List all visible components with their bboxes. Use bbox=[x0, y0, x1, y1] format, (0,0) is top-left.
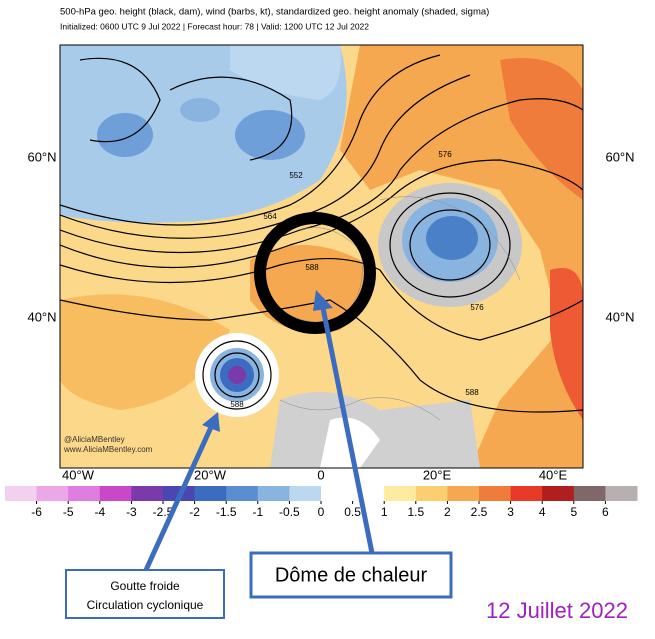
colorbar-swatch bbox=[384, 486, 417, 501]
colorbar-label: 6 bbox=[602, 505, 609, 519]
lat-label: 60°N bbox=[605, 149, 634, 164]
lat-label: 40°N bbox=[605, 309, 634, 324]
contour-label: 588 bbox=[230, 400, 244, 409]
contour-label: 576 bbox=[470, 303, 484, 312]
colorbar-label: -1 bbox=[252, 505, 263, 519]
colorbar-swatch bbox=[289, 486, 322, 501]
credit: www.AliciaMBentley.com bbox=[63, 445, 153, 454]
annotation-box bbox=[249, 551, 453, 599]
colorbar-label: -6 bbox=[31, 505, 42, 519]
lon-label: 40°W bbox=[62, 467, 95, 482]
colorbar-label: -4 bbox=[94, 505, 105, 519]
colorbar-swatch bbox=[573, 486, 606, 501]
subtitle: Initialized: 0600 UTC 9 Jul 2022 | Forec… bbox=[60, 21, 369, 31]
contour-label: 576 bbox=[438, 150, 452, 159]
lon-label: 20°W bbox=[194, 467, 227, 482]
colorbar-swatch bbox=[605, 486, 638, 501]
colorbar-swatch bbox=[5, 486, 38, 501]
colorbar-label: 2 bbox=[444, 505, 451, 519]
colorbar-label: 5 bbox=[570, 505, 577, 519]
colorbar-swatch bbox=[542, 486, 575, 501]
lat-label: 60°N bbox=[27, 149, 56, 164]
colorbar-label: 1 bbox=[381, 505, 388, 519]
date: 12 Juillet 2022 bbox=[486, 598, 628, 623]
contour-label: 588 bbox=[305, 263, 319, 272]
colorbar-swatch bbox=[510, 486, 543, 501]
lon-label: 20°E bbox=[423, 467, 452, 482]
colorbar-label: -0.5 bbox=[279, 505, 300, 519]
colorbar-swatch bbox=[415, 486, 448, 501]
colorbar-swatch bbox=[321, 486, 354, 501]
colorbar-swatch bbox=[99, 486, 132, 501]
title: 500-hPa geo. height (black, dam), wind (… bbox=[60, 7, 489, 18]
colorbar-label: -3 bbox=[126, 505, 137, 519]
colorbar-swatch bbox=[226, 486, 259, 501]
annotation-text: Goutte froide bbox=[110, 579, 180, 593]
arrow-head bbox=[202, 412, 220, 432]
lat-label: 40°N bbox=[27, 309, 56, 324]
colorbar-swatch bbox=[257, 486, 290, 501]
lon-label: 40°E bbox=[539, 467, 568, 482]
arrow bbox=[143, 423, 215, 572]
colorbar-swatch bbox=[68, 486, 101, 501]
annotations: Dôme de chaleur Goutte froide Circulatio… bbox=[65, 290, 628, 623]
map bbox=[59, 44, 584, 469]
annotation-text: Circulation cyclonique bbox=[87, 598, 204, 612]
colorbar-label: 3 bbox=[507, 505, 514, 519]
annotation-box bbox=[65, 569, 225, 619]
colorbar-label: -2 bbox=[189, 505, 200, 519]
colorbar-label: -1.5 bbox=[216, 505, 237, 519]
colorbar-swatch bbox=[131, 486, 164, 501]
colorbar-swatch bbox=[479, 486, 512, 501]
contour-label: 588 bbox=[465, 388, 479, 397]
arrow-head bbox=[313, 290, 333, 311]
colorbar-swatch bbox=[447, 486, 480, 501]
contour-label: 564 bbox=[263, 212, 277, 221]
colorbar-label: 1.5 bbox=[407, 505, 424, 519]
colorbar-swatch bbox=[194, 486, 227, 501]
lon-label: 0 bbox=[317, 467, 324, 482]
colorbar-label: 0 bbox=[318, 505, 325, 519]
arrow bbox=[319, 302, 375, 554]
credit: @AliciaMBentley bbox=[64, 435, 125, 444]
annotation-text: Dôme de chaleur bbox=[275, 564, 428, 586]
colorbar-label: 4 bbox=[539, 505, 546, 519]
colorbar-label: -5 bbox=[63, 505, 74, 519]
contour-label: 552 bbox=[289, 171, 303, 180]
colorbar-label: 0.5 bbox=[344, 505, 361, 519]
colorbar-swatch bbox=[36, 486, 69, 501]
colorbar-label: 2.5 bbox=[471, 505, 488, 519]
